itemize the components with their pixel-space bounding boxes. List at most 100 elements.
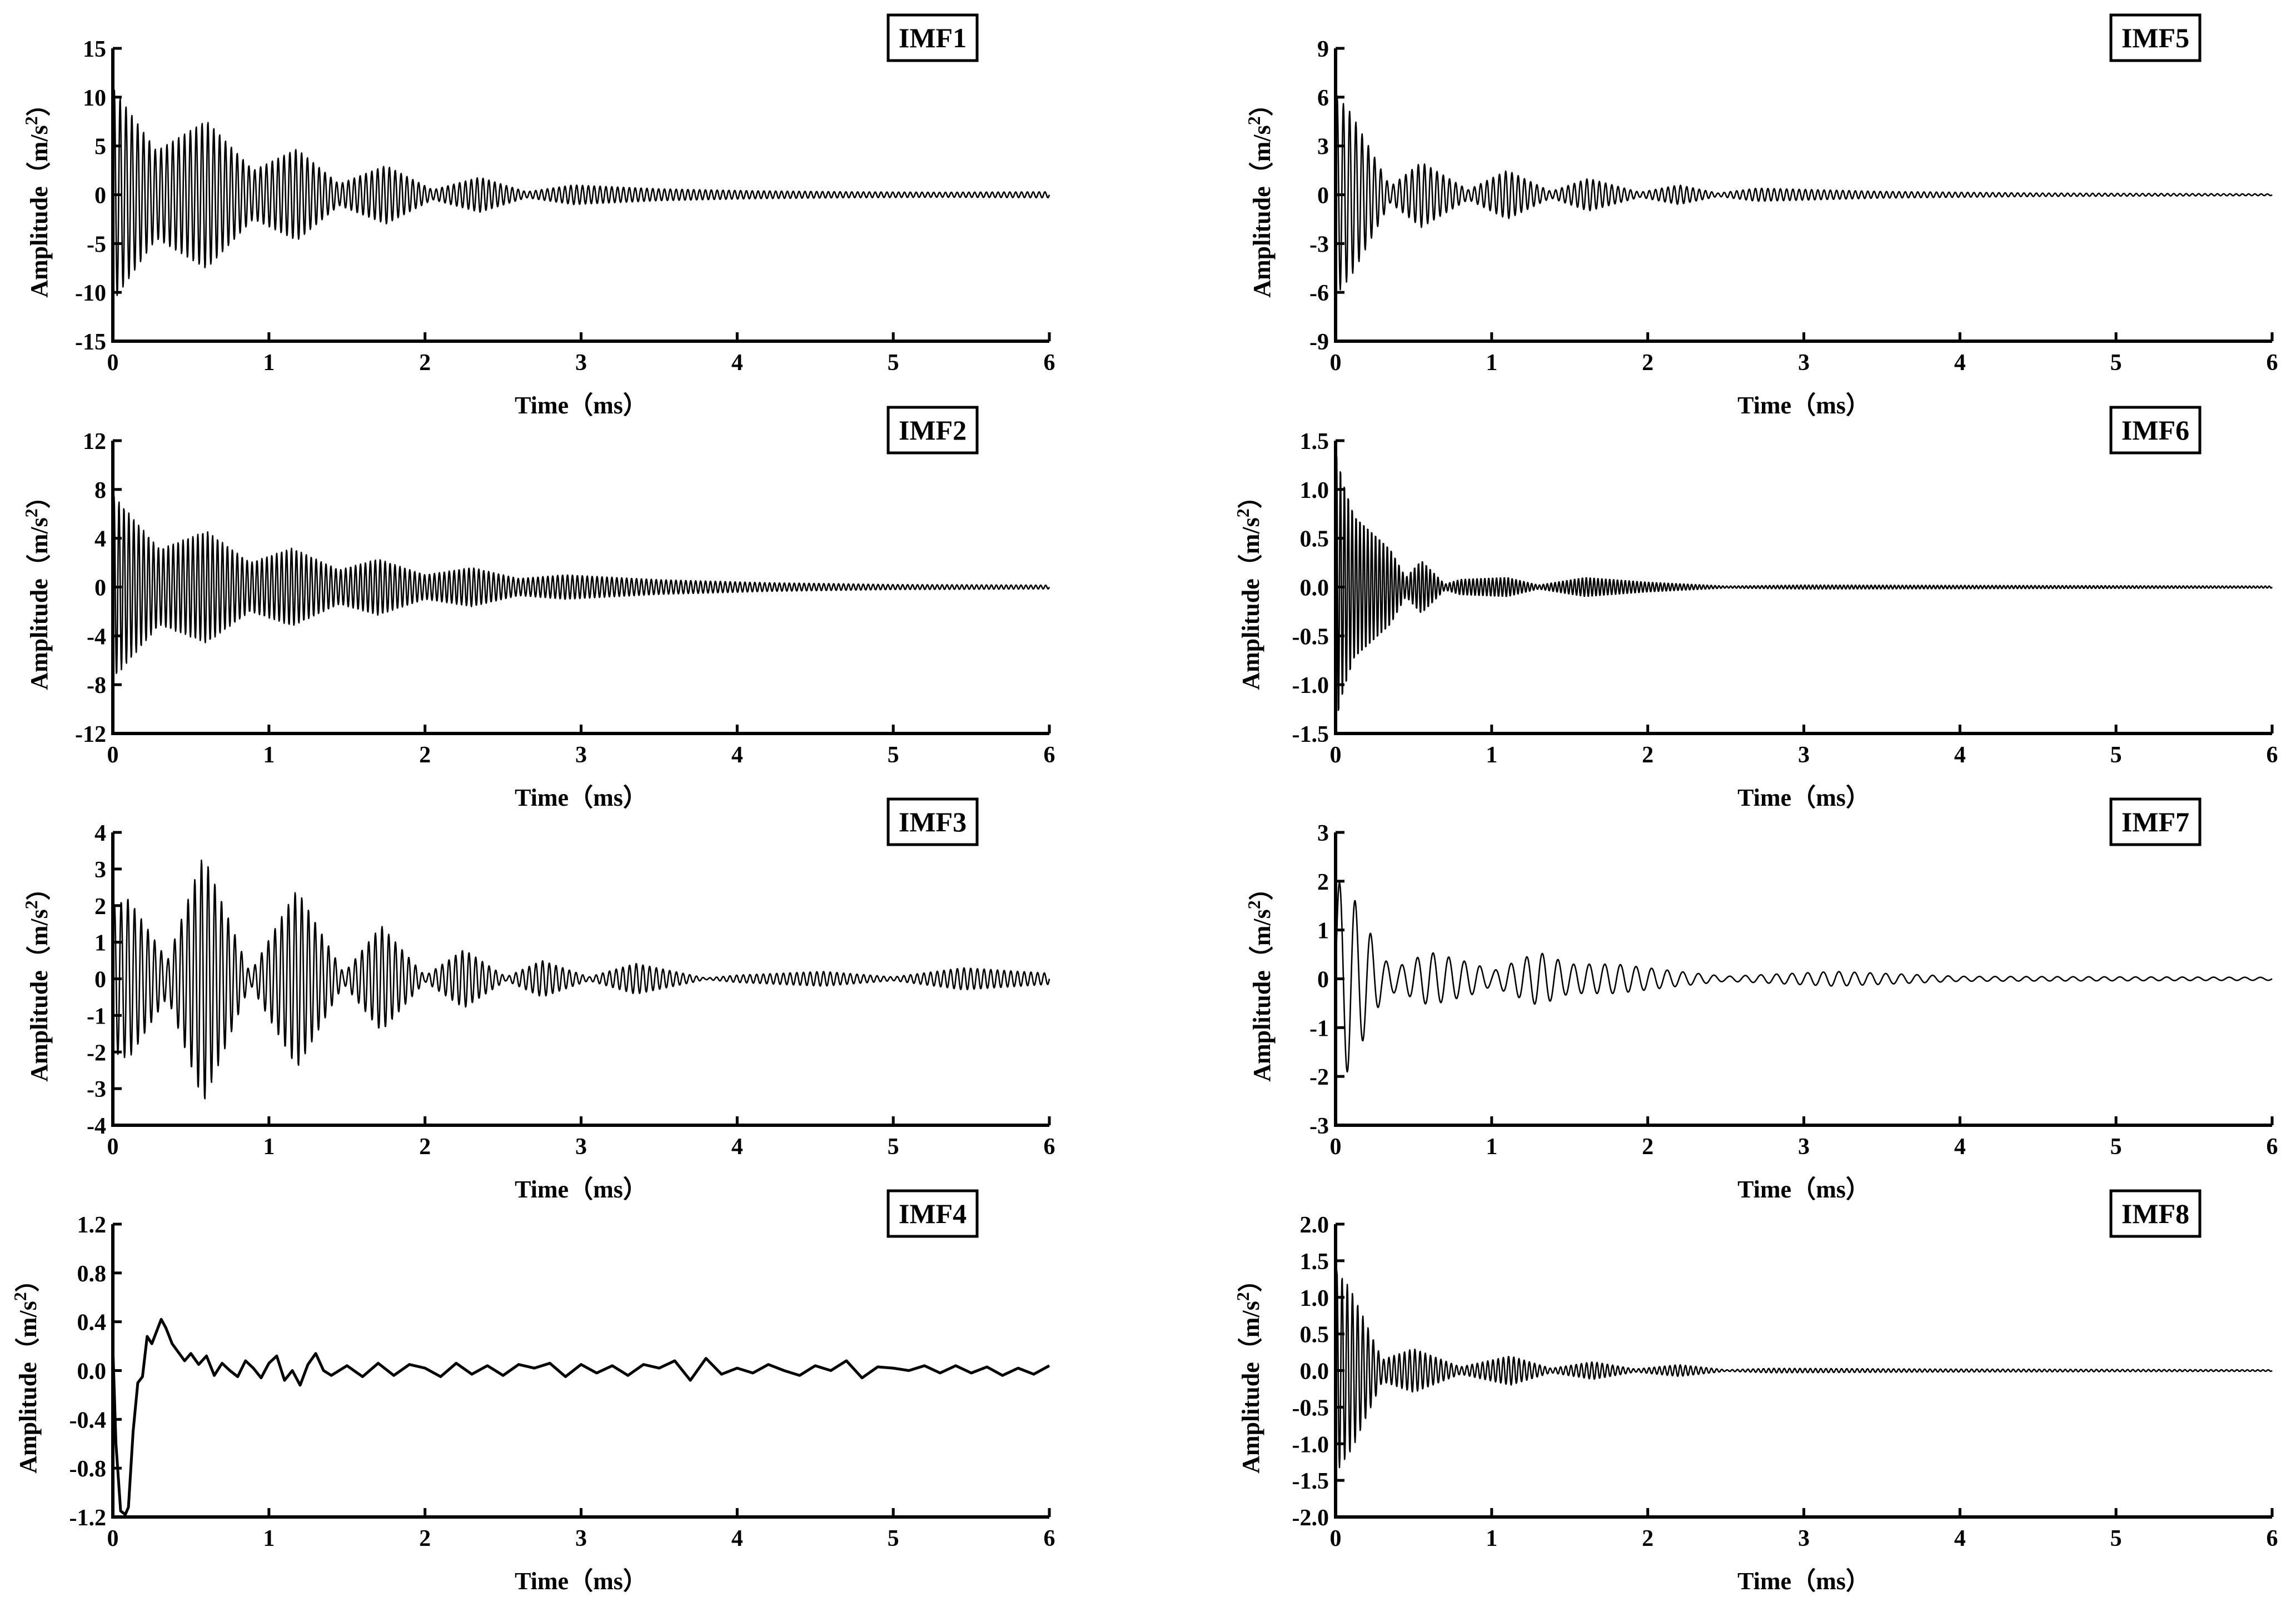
x-tick-label: 0: [1330, 742, 1342, 768]
x-tick-label: 5: [2110, 742, 2122, 768]
x-axis-label: Time（ms）: [1737, 1568, 1870, 1595]
y-tick-label: -6: [1309, 281, 1329, 306]
y-tick-label: 6: [1317, 86, 1329, 111]
y-tick-label: 0: [1317, 967, 1329, 993]
y-tick-label: 1: [1317, 919, 1329, 944]
y-tick-label: 0.4: [77, 1310, 107, 1336]
y-tick-label: -0.8: [69, 1456, 107, 1482]
x-tick-label: 1: [263, 742, 275, 768]
y-tick-label: -0.5: [1292, 1395, 1329, 1421]
y-tick-label: 1: [94, 931, 106, 956]
x-tick-label: 3: [1798, 742, 1810, 768]
y-axis-label: Amplitude（m/s2）: [1244, 876, 1276, 1081]
x-tick-label: 1: [1486, 350, 1497, 376]
y-tick-label: 0.0: [1300, 576, 1329, 601]
x-tick-label: 2: [1642, 1526, 1653, 1551]
y-tick-label: -3: [87, 1077, 106, 1102]
panel-imf5: -9 -6 -3 0 3 6 9 0 1 2 3 4 5 6 Time（ms） Amplitude（m/s2）…: [1244, 13, 2278, 419]
y-tick-label: 0: [94, 576, 106, 601]
x-tick-label: 5: [888, 1526, 899, 1551]
y-tick-label: 2: [94, 894, 106, 920]
x-tick-label: 3: [1798, 1526, 1810, 1551]
y-tick-label: 1.5: [1300, 1249, 1329, 1275]
x-tick-label: 6: [2267, 1134, 2278, 1160]
y-axis-label: Amplitude（m/s2）: [21, 484, 53, 690]
x-tick-label: 6: [2267, 742, 2278, 768]
x-axis-label: Time（ms）: [1737, 392, 1870, 419]
x-axis-label: Time（ms）: [515, 784, 648, 811]
y-tick-label: 1.0: [1300, 478, 1329, 503]
x-tick-label: 1: [1486, 1526, 1497, 1551]
panel-imf3: -4 -3 -2 -1 0 1 2 3 4 0 1 2 3 4 5 6 Time（ms） Amplitude（m/…: [21, 797, 1055, 1203]
y-tick-label: 5: [94, 134, 106, 160]
y-axis-label: Amplitude（m/s2）: [21, 92, 53, 297]
y-tick-label: 2: [1317, 870, 1329, 895]
x-tick-label: 2: [419, 742, 431, 768]
y-axis-label: Amplitude（m/s2）: [1244, 92, 1276, 297]
x-tick-label: 4: [731, 1526, 743, 1551]
x-tick-label: 5: [888, 350, 899, 376]
x-tick-label: 1: [263, 1526, 275, 1551]
y-tick-label: -9: [1309, 330, 1329, 355]
y-tick-label: -10: [75, 281, 106, 306]
y-tick-label: 8: [94, 478, 106, 503]
y-tick-label: 3: [1317, 134, 1329, 160]
x-tick-label: 6: [1044, 350, 1055, 376]
x-tick-label: 5: [2110, 350, 2122, 376]
x-tick-label: 3: [575, 1526, 587, 1551]
panel-title: IMF3: [899, 806, 967, 837]
y-tick-label: -2: [87, 1040, 106, 1066]
signal-line: [112, 495, 1050, 674]
y-tick-label: 10: [83, 86, 106, 111]
title-box: [886, 1189, 979, 1238]
title-box: [886, 797, 979, 846]
y-tick-label: 4: [94, 527, 106, 552]
y-tick-label: -1.5: [1292, 722, 1329, 747]
y-tick-label: -1.2: [69, 1505, 107, 1531]
title-box: [2109, 13, 2202, 62]
x-tick-label: 4: [731, 350, 743, 376]
x-axis-label: Time（ms）: [515, 392, 648, 419]
x-tick-label: 3: [1798, 1134, 1810, 1160]
x-tick-label: 2: [1642, 350, 1653, 376]
x-tick-label: 6: [1044, 742, 1055, 768]
signal-line: [1334, 455, 2273, 711]
y-tick-label: -1.0: [1292, 1432, 1329, 1458]
signal-line: [1334, 882, 2273, 1073]
x-tick-label: 0: [107, 742, 119, 768]
y-tick-label: -2: [1309, 1065, 1329, 1090]
x-tick-label: 3: [575, 1134, 587, 1160]
y-axis-label: Amplitude（m/s2）: [21, 876, 53, 1081]
signal-line: [112, 89, 1050, 296]
x-tick-label: 4: [1954, 1134, 1966, 1160]
x-tick-label: 2: [419, 350, 431, 376]
panel-title: IMF2: [899, 415, 967, 446]
panel-title: IMF6: [2121, 415, 2189, 446]
signal-line: [1334, 95, 2273, 291]
y-tick-label: 1.2: [77, 1212, 107, 1238]
y-tick-label: -3: [1309, 232, 1329, 257]
y-tick-label: -5: [87, 232, 106, 257]
x-tick-label: 0: [1330, 350, 1342, 376]
x-axis-label: Time（ms）: [515, 1568, 648, 1595]
y-tick-label: 0: [94, 183, 106, 209]
panel-title: IMF5: [2121, 22, 2189, 53]
y-tick-label: 3: [1317, 821, 1329, 846]
title-box: [886, 406, 979, 455]
x-tick-label: 1: [1486, 742, 1497, 768]
y-tick-label: -4: [87, 624, 106, 650]
x-tick-label: 2: [419, 1134, 431, 1160]
y-tick-label: -0.4: [69, 1408, 107, 1433]
panel-title: IMF8: [2121, 1198, 2189, 1229]
y-tick-label: -2.0: [1292, 1505, 1329, 1531]
y-tick-label: -1.0: [1292, 673, 1329, 698]
panel-imf4: -1.2 -0.8 -0.4 0.0 0.4 0.8 1.2 0 1 2 3 4 5 6 Time（ms） A…: [10, 1189, 1055, 1595]
x-tick-label: 4: [1954, 742, 1966, 768]
y-axis-label: Amplitude（m/s2）: [1233, 484, 1264, 690]
x-tick-label: 4: [731, 1134, 743, 1160]
x-tick-label: 5: [2110, 1134, 2122, 1160]
panel-title: IMF7: [2121, 806, 2189, 837]
panel-title: IMF1: [899, 22, 967, 53]
x-tick-label: 4: [731, 742, 743, 768]
